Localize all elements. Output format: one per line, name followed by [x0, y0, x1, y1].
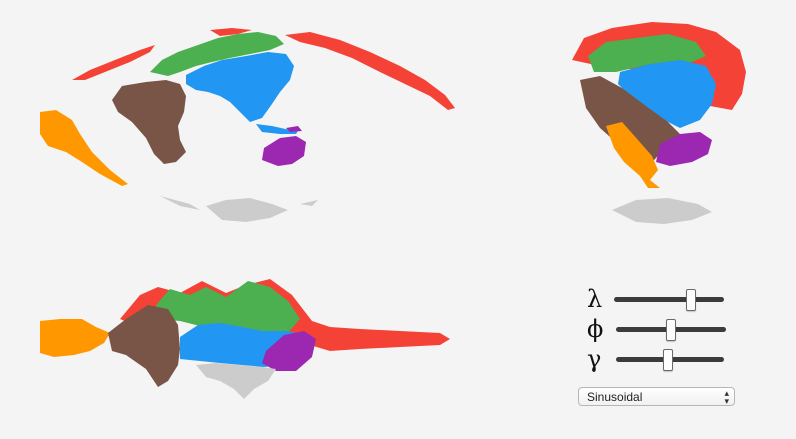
europe-region	[150, 32, 284, 76]
oceania-region	[262, 136, 306, 166]
antarctica-region	[612, 198, 712, 224]
lambda-slider-thumb[interactable]	[686, 289, 696, 311]
africa-region	[108, 305, 180, 387]
phi-slider-thumb[interactable]	[666, 319, 676, 341]
gamma-label: γ	[587, 345, 602, 373]
south-america-region	[606, 122, 660, 188]
lambda-slider-row: λ	[580, 286, 740, 312]
oceania-region	[656, 132, 712, 166]
asia-region	[618, 60, 716, 128]
antarctica-region	[206, 198, 288, 222]
gamma-slider-row: γ	[580, 346, 740, 372]
asia-region	[186, 52, 300, 134]
phi-slider-row: ϕ	[580, 316, 740, 342]
phi-label: ϕ	[587, 315, 604, 343]
oceania-region	[262, 331, 316, 371]
lambda-slider-track[interactable]	[614, 297, 724, 302]
europe-region	[156, 281, 300, 335]
lambda-label: λ	[587, 285, 603, 313]
africa-region	[580, 76, 680, 170]
oceania-islands	[286, 126, 302, 132]
north-america-detail	[210, 28, 252, 36]
africa-region	[112, 80, 186, 164]
main-projection-map	[40, 28, 455, 222]
north-america-region	[72, 32, 455, 110]
south-america-region	[40, 110, 128, 186]
projection-controls: λ ϕ γ Sinusoidal ▴ ▾	[578, 283, 750, 413]
antarctica-region	[196, 363, 276, 399]
south-america-region	[40, 319, 110, 357]
gamma-slider-thumb[interactable]	[662, 349, 673, 371]
bottom-projection-map	[40, 279, 450, 399]
projection-select[interactable]: Sinusoidal ▴ ▾	[578, 387, 735, 406]
side-projection-map	[572, 22, 746, 224]
up-down-chevron-icon: ▴ ▾	[724, 388, 729, 406]
projection-select-value: Sinusoidal	[587, 390, 643, 404]
